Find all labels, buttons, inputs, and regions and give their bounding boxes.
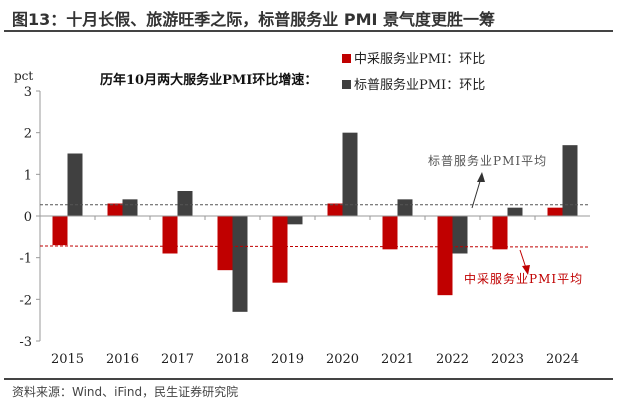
x-tick-label: 2017 — [161, 352, 194, 367]
bar-2024-cfl — [547, 207, 563, 216]
x-tick-label: 2019 — [271, 352, 304, 367]
bar-2020-cfl — [327, 203, 343, 216]
x-tick-label: 2016 — [106, 352, 139, 367]
x-tick-label: 2024 — [546, 352, 579, 367]
legend-swatch-gray — [342, 80, 351, 89]
bar-2021-sp — [397, 199, 413, 216]
bar-2015-sp — [67, 153, 83, 216]
x-tick-label: 2018 — [216, 352, 249, 367]
x-tick-label: 2021 — [381, 352, 414, 367]
bar-2019-sp — [287, 216, 303, 225]
figure-title: 图13：十月长假、旅游旺季之际，标普服务业 PMI 景气度更胜一筹 — [12, 10, 496, 29]
source-note: 资料来源：Wind、iFind，民生证券研究院 — [12, 385, 239, 399]
chart-title: 历年10月两大服务业PMI环比增速： — [100, 72, 317, 88]
annotation-sp-avg: 标普服务业PMI平均 — [428, 153, 547, 168]
annotation-cn-arrowhead — [522, 265, 530, 275]
footer-divider — [4, 378, 613, 380]
bar-2020-sp — [342, 132, 358, 216]
bar-2022-sp — [452, 216, 468, 254]
y-tick-label: 3 — [24, 85, 32, 100]
bar-2015-cfl — [52, 216, 68, 246]
x-tick-label: 2020 — [326, 352, 359, 367]
legend-label-red: 中采服务业PMI：环比 — [354, 51, 485, 67]
bar-2016-sp — [122, 199, 138, 216]
y-tick-label: 2 — [24, 127, 32, 142]
y-tick-label: -3 — [19, 335, 32, 350]
reference-line-1 — [39, 245, 591, 248]
bar-2024-sp — [562, 145, 578, 216]
annotation-cn-avg: 中采服务业PMI平均 — [464, 271, 583, 286]
bar-2021-cfl — [382, 216, 398, 250]
annotation-sp-arrow — [471, 177, 482, 209]
legend-swatch-red — [342, 54, 351, 63]
bar-2017-cfl — [162, 216, 178, 254]
annotation-cn-arrow — [519, 249, 527, 269]
y-tick-label: 1 — [24, 168, 32, 183]
bar-2019-cfl — [272, 216, 288, 283]
bar-2023-sp — [507, 207, 523, 216]
y-tick-label: -1 — [19, 252, 32, 267]
x-tick-label: 2015 — [51, 352, 84, 367]
y-axis-label: pct — [14, 69, 33, 83]
y-tick-label: -2 — [19, 293, 32, 308]
x-tick-label: 2022 — [436, 352, 469, 367]
bar-2016-cfl — [107, 203, 123, 216]
chart: pct 历年10月两大服务业PMI环比增速： 中采服务业PMI：环比 标普服务业… — [14, 51, 591, 367]
bar-2018-sp — [232, 216, 248, 312]
x-tick-label: 2023 — [491, 352, 524, 367]
legend-label-gray: 标普服务业PMI：环比 — [354, 77, 485, 93]
bar-2017-sp — [177, 191, 193, 216]
bar-2022-cfl — [437, 216, 453, 296]
annotation-sp-arrowhead — [477, 172, 485, 182]
y-tick-label: 0 — [24, 210, 32, 225]
bar-2023-cfl — [492, 216, 508, 250]
title-divider — [4, 30, 613, 32]
bar-2018-cfl — [217, 216, 233, 271]
